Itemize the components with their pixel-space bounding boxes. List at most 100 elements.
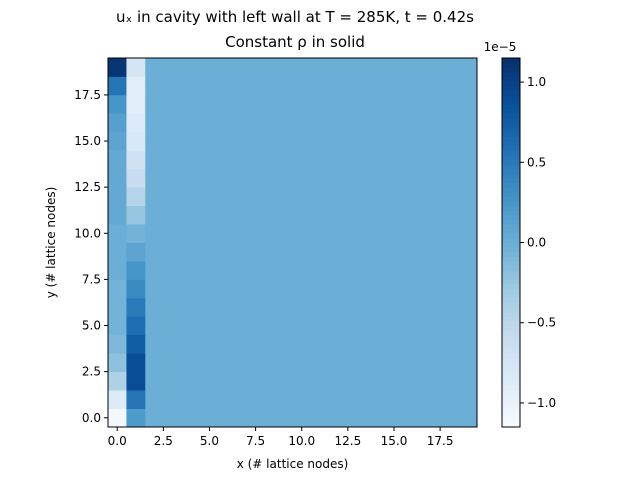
heatmap-cell [108, 371, 127, 391]
y-tick-label: 0.0 [82, 411, 101, 425]
colorbar-segment [502, 247, 520, 253]
heatmap-cell [126, 76, 146, 96]
colorbar-segment [502, 251, 520, 257]
colorbar-segment [502, 210, 520, 216]
heatmap-cell [126, 242, 146, 262]
y-tick-label: 12.5 [74, 180, 101, 194]
colorbar-segment [502, 154, 520, 160]
heatmap-cell [108, 279, 127, 299]
colorbar-segment [502, 237, 520, 243]
colorbar-segment [502, 256, 520, 262]
colorbar-segment [502, 200, 520, 207]
y-tick-label: 17.5 [74, 88, 101, 102]
heatmap-cell [108, 58, 127, 77]
y-tick-label: 2.5 [82, 365, 101, 379]
heatmap-cell [108, 353, 127, 373]
colorbar-segment [502, 390, 520, 396]
colorbar-segment [502, 302, 520, 308]
colorbar-segment [502, 399, 520, 405]
heatmap-cell [126, 316, 146, 336]
colorbar-segment [502, 168, 520, 174]
colorbar-segment [502, 422, 520, 428]
colorbar-segment [502, 67, 520, 73]
heatmap-cell [126, 205, 146, 225]
heatmap-cell [108, 242, 127, 262]
heatmap-cell [126, 353, 146, 373]
heatmap-cell [108, 187, 127, 206]
colorbar-segment [502, 316, 520, 322]
colorbar-segment [502, 219, 520, 225]
colorbar-segment [502, 233, 520, 239]
colorbar-segment [502, 413, 520, 419]
colorbar-segment [502, 403, 520, 410]
colorbar-segment [502, 288, 520, 294]
colorbar-segment [502, 330, 520, 336]
colorbar-segment [502, 196, 520, 202]
colorbar-segment [502, 62, 520, 68]
colorbar-segment [502, 108, 520, 114]
colorbar-segment [502, 339, 520, 345]
colorbar-segment [502, 71, 520, 77]
colorbar-segment [502, 348, 520, 354]
colorbar-segment [502, 284, 520, 290]
heatmap-cell [108, 390, 127, 409]
colorbar-segment [502, 311, 520, 317]
colorbar-segment [502, 242, 520, 248]
colorbar-segment [502, 141, 520, 147]
heatmap-cell [108, 316, 127, 336]
colorbar-segment [502, 113, 520, 119]
heatmap-cell [108, 224, 127, 243]
heatmap-cell [108, 76, 127, 96]
colorbar-segment [502, 394, 520, 400]
colorbar-segment [502, 380, 520, 386]
colorbar-segment [502, 94, 520, 101]
x-tick-label: 7.5 [246, 434, 265, 448]
colorbar-tick-label: 1.0 [527, 75, 546, 89]
colorbar-segment [502, 58, 520, 64]
heatmap-cell [108, 260, 127, 280]
y-axis-label: y (# lattice nodes) [44, 187, 58, 299]
colorbar-segment [502, 260, 520, 267]
colorbar-segment [502, 367, 520, 373]
colorbar-segment [502, 205, 520, 211]
heatmap-cell [126, 334, 146, 354]
heatmap-cell [126, 150, 146, 170]
colorbar-segment [502, 274, 520, 280]
colorbar-segment [502, 417, 520, 423]
colorbar-segment [502, 173, 520, 179]
colorbar-segment [502, 127, 520, 133]
heatmap-cell [126, 94, 146, 114]
x-tick-label: 17.5 [427, 434, 454, 448]
colorbar-segment [502, 228, 520, 234]
x-tick-label: 10.0 [288, 434, 315, 448]
colorbar-segment [502, 85, 520, 91]
colorbar-segment [502, 343, 520, 350]
heatmap-cell [108, 297, 127, 317]
heatmap-cell [126, 113, 146, 133]
heatmap-cell [108, 150, 127, 170]
heatmap-cell [108, 408, 127, 428]
colorbar-segment [502, 320, 520, 327]
y-tick-label: 10.0 [74, 226, 101, 240]
colorbar-segment [502, 371, 520, 377]
colorbar-segment [502, 117, 520, 124]
colorbar-tick-label: 0.5 [527, 155, 546, 169]
colorbar-segment [502, 164, 520, 170]
heatmap-cell [108, 168, 127, 188]
colorbar-segment [502, 131, 520, 137]
heatmap-cell [126, 371, 146, 391]
colorbar-segment [502, 279, 520, 285]
colorbar-segment [502, 307, 520, 313]
colorbar-segment [502, 325, 520, 331]
colorbar-segment [502, 224, 520, 230]
x-tick-label: 12.5 [334, 434, 361, 448]
colorbar-segment [502, 145, 520, 151]
colorbar-segment [502, 150, 520, 156]
colorbar-segment [502, 104, 520, 110]
colorbar-segment [502, 334, 520, 340]
colorbar-segment [502, 99, 520, 105]
heatmap-cell [126, 408, 146, 428]
heatmap-cell [126, 390, 146, 409]
colorbar-segment [502, 385, 520, 391]
colorbar-tick-label: −1.0 [527, 396, 556, 410]
